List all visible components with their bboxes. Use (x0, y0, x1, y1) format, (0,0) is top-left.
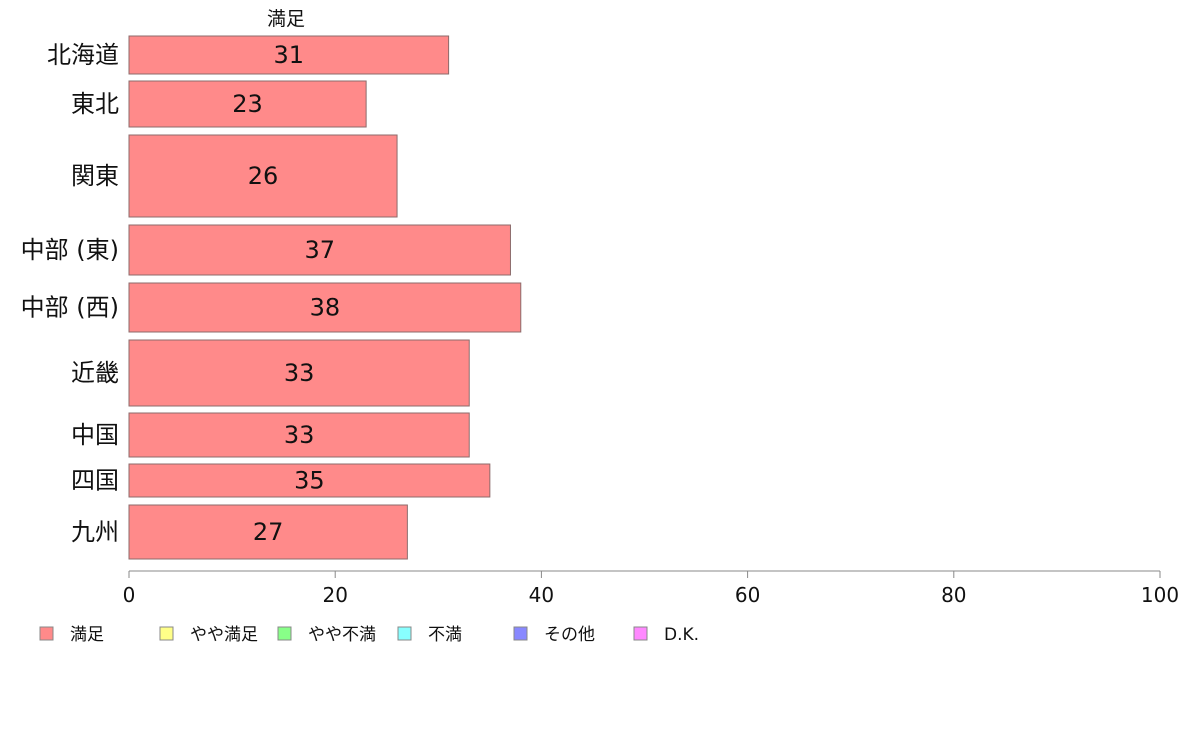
legend-label: やや満足 (190, 625, 258, 645)
tick-label: 0 (123, 583, 136, 607)
value-label: 23 (232, 90, 263, 118)
category-label: 四国 (71, 467, 119, 495)
category-label: 東北 (71, 90, 119, 118)
category-label: 近畿 (71, 359, 119, 387)
legend-label: 不満 (428, 625, 462, 645)
bar (128, 35, 450, 75)
legend-label: 満足 (70, 625, 104, 645)
tick-label: 100 (1141, 583, 1179, 607)
value-label: 31 (274, 41, 305, 69)
value-label: 38 (310, 294, 341, 322)
value-label: 35 (294, 467, 325, 495)
legend-swatch (633, 626, 648, 641)
category-label: 中部 (東) (21, 236, 119, 264)
legend-label: D.K. (664, 625, 699, 645)
bars-group: 北海道 31 東北 23 関東 26 中部 (東) 37 中部 (西) 38 近畿 33 中国 33 四国 3… (21, 35, 522, 560)
tick-label: 40 (529, 583, 554, 607)
legend-label: やや不満 (308, 625, 376, 645)
category-label: 中部 (西) (21, 294, 119, 322)
bar (128, 282, 522, 333)
value-label: 37 (304, 236, 335, 264)
value-label: 33 (284, 421, 315, 449)
legend-label: その他 (544, 625, 595, 645)
category-label: 関東 (71, 162, 119, 190)
legend-swatch (277, 626, 292, 641)
tick-label: 60 (735, 583, 760, 607)
value-label: 26 (248, 162, 279, 190)
value-label: 27 (253, 518, 284, 546)
x-axis: 0 20 40 60 80 100 (123, 570, 1179, 607)
bar (128, 224, 511, 276)
legend-swatch (397, 626, 412, 641)
value-label: 33 (284, 359, 315, 387)
bar (128, 412, 470, 458)
bar (128, 80, 367, 128)
legend-swatch (159, 626, 174, 641)
bar (128, 134, 398, 218)
legend: 満足 やや満足 やや不満 不満 その他 D.K. (39, 625, 699, 645)
bar (128, 463, 491, 498)
bar (128, 504, 408, 560)
category-label: 九州 (71, 518, 119, 546)
legend-swatch (513, 626, 528, 641)
series-title: 満足 (267, 8, 305, 30)
tick-label: 80 (941, 583, 966, 607)
bar (128, 339, 470, 407)
category-label: 北海道 (47, 41, 119, 69)
category-label: 中国 (71, 421, 119, 449)
tick-label: 20 (322, 583, 347, 607)
legend-swatch (39, 626, 54, 641)
